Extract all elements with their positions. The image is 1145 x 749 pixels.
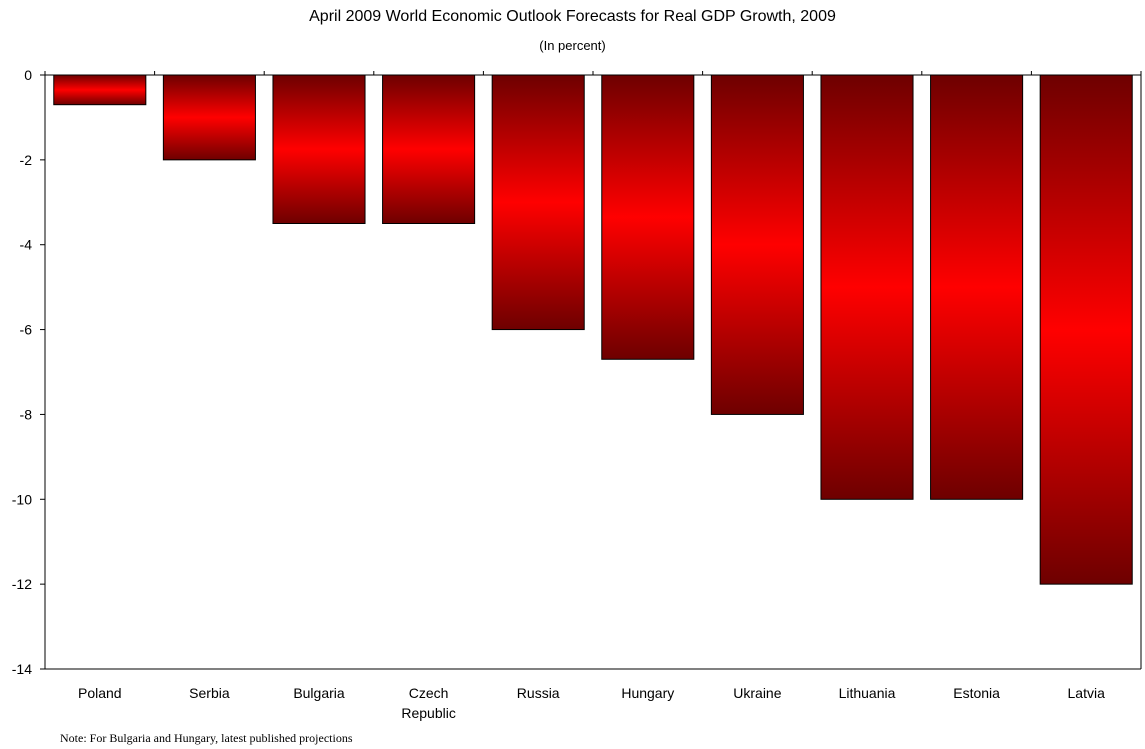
bar-poland [53, 74, 147, 106]
bar-latvia [1039, 74, 1133, 585]
bar-estonia [930, 74, 1024, 500]
y-tick-label: -12 [12, 576, 32, 592]
x-tick-label: Ukraine [733, 685, 781, 701]
y-tick-label: -8 [20, 406, 33, 422]
bar-ukraine [710, 74, 804, 415]
y-tick-label: -6 [20, 322, 33, 338]
y-tick-label: -2 [20, 152, 33, 168]
bar-czech-republic [382, 74, 476, 224]
y-tick-label: 0 [24, 67, 32, 83]
y-tick-label: -14 [12, 661, 32, 677]
x-tick-label: Hungary [621, 685, 674, 701]
chart-title: April 2009 World Economic Outlook Foreca… [309, 8, 836, 25]
x-tick-label: Czech Republic [401, 685, 455, 721]
x-tick-label: Bulgaria [293, 685, 345, 701]
chart-note: Note: For Bulgaria and Hungary, latest p… [60, 731, 353, 745]
x-tick-label: Estonia [953, 685, 1000, 701]
bar-bulgaria [272, 74, 366, 224]
chart-subtitle: (In percent) [539, 38, 606, 53]
x-tick-label: Russia [517, 685, 560, 701]
x-tick-label: Serbia [189, 685, 230, 701]
bar-lithuania [820, 74, 914, 500]
bar-hungary [601, 74, 695, 360]
y-tick-label: -4 [20, 237, 33, 253]
x-tick-label: Lithuania [839, 685, 896, 701]
bar-russia [491, 74, 585, 331]
y-tick-label: -10 [12, 491, 32, 507]
bar-serbia [162, 74, 256, 161]
x-tick-label: Latvia [1068, 685, 1106, 701]
x-tick-label: Poland [78, 685, 122, 701]
